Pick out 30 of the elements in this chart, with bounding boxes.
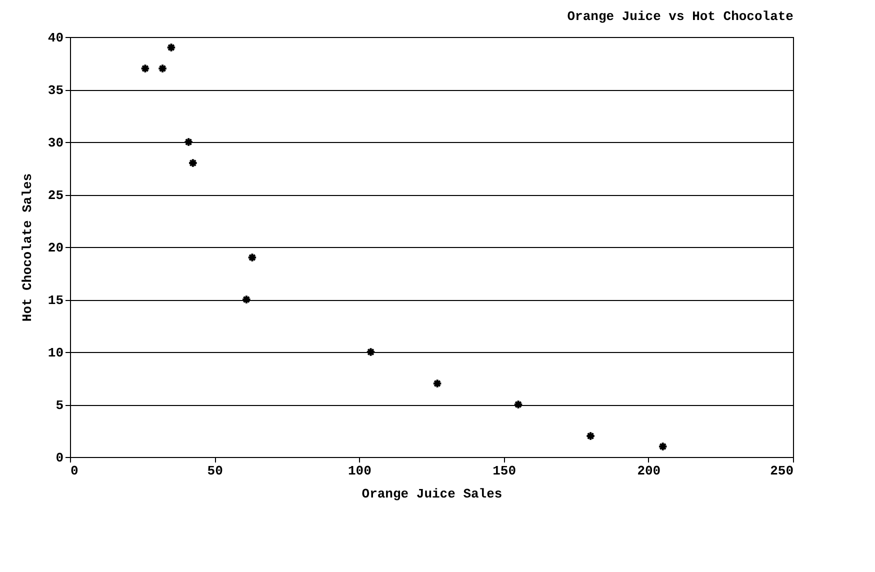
point — [158, 64, 168, 74]
x-tick-label: 200 — [637, 464, 661, 478]
y-tick-label: 20 — [48, 240, 64, 256]
point — [242, 294, 252, 304]
point — [586, 431, 596, 441]
x-tick-label: 150 — [492, 464, 516, 478]
x-tick-label: 50 — [207, 464, 224, 478]
y-axis-title: Hot Chocolate Sales — [20, 173, 35, 322]
y-tick-label: 15 — [48, 293, 64, 308]
x-tick-label: 100 — [348, 464, 372, 478]
point — [513, 400, 524, 410]
x-axis-title: Orange Juice Sales — [362, 486, 502, 502]
point — [432, 378, 442, 388]
y-tick-label: 30 — [48, 136, 64, 150]
point — [166, 42, 176, 52]
x-tick-label: 0 — [70, 464, 78, 478]
point — [366, 347, 376, 357]
y-tick-label: 0 — [56, 450, 64, 466]
point — [140, 64, 150, 74]
chart-title: Orange Juice vs Hot Chocolate — [567, 9, 794, 24]
point — [188, 158, 198, 168]
x-tick-label: 250 — [770, 464, 794, 478]
y-tick-label: 40 — [48, 30, 64, 46]
y-tick-label: 35 — [48, 83, 64, 98]
y-tick-label: 25 — [48, 188, 64, 203]
point — [658, 442, 668, 452]
y-tick-label: 5 — [56, 398, 64, 413]
point — [184, 137, 194, 147]
y-tick-label: 10 — [48, 346, 64, 360]
point — [247, 252, 258, 262]
